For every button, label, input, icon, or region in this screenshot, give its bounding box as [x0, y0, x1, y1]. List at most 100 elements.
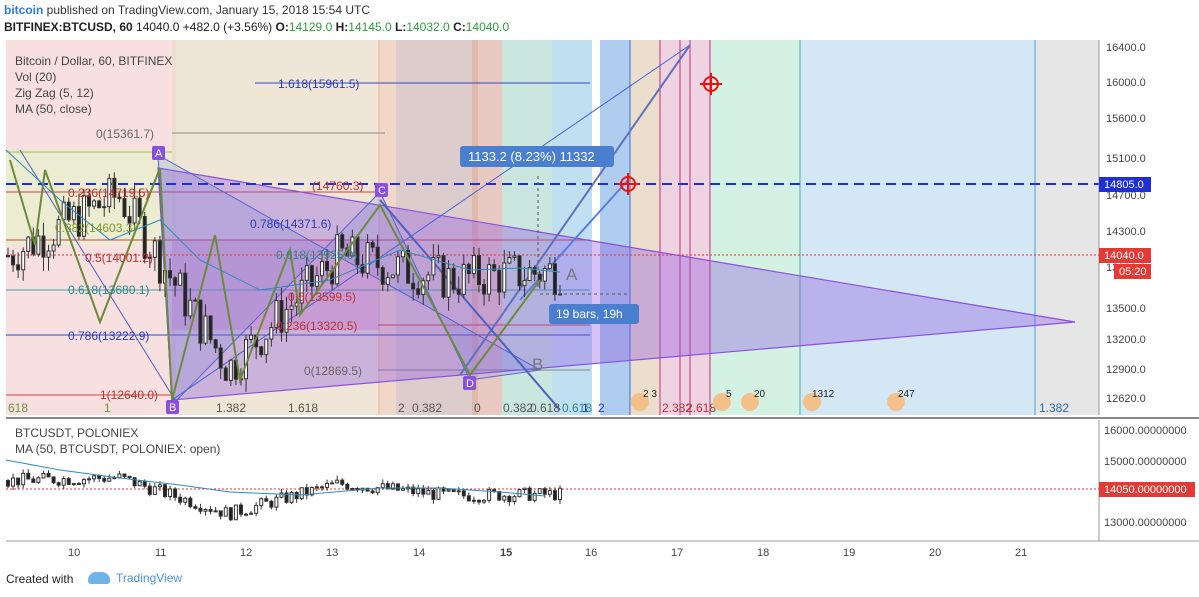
lower-candle [183, 497, 188, 503]
author-link[interactable]: bitcoin [4, 3, 44, 17]
lower-candle [157, 484, 162, 488]
legend-ma[interactable]: MA (50, close) [15, 102, 92, 116]
lower-candle [390, 483, 395, 490]
tradingview-link[interactable]: TradingView [88, 571, 182, 585]
lower-candle [249, 512, 254, 515]
lower-candle [304, 487, 309, 496]
fib-time-label: 0.382 [412, 401, 442, 415]
price-axis[interactable]: 16400.0 16000.0 15600.0 15100.0 14700.0 … [1098, 40, 1199, 415]
fib-label: 1.618(15961.5) [278, 77, 359, 91]
event-badge-icon[interactable] [887, 393, 905, 411]
legend-volume[interactable]: Vol (20) [15, 70, 57, 84]
lower-candle [142, 480, 147, 487]
measure-box[interactable] [460, 146, 614, 167]
lower-candle [102, 477, 107, 482]
fib-time-label: 0.618 [530, 401, 560, 415]
legend-zigzag[interactable]: Zig Zag (5, 12) [15, 86, 94, 100]
lower-candle [395, 483, 400, 491]
price-tick: 16400.0 [1106, 42, 1146, 54]
fib-time-label: 0.382 [503, 401, 533, 415]
open-label: O: [275, 20, 289, 34]
candle [340, 234, 345, 249]
event-badges[interactable]: 2 3 5 20 1312 247 [631, 389, 915, 411]
point-b: B [169, 402, 176, 414]
main-pane[interactable]: 1.618(15961.5) 0(15361.7) 0.236(14719.5)… [5, 40, 1099, 415]
lower-pane[interactable]: 16000.00000000 15000.00000000 14000.0000… [5, 420, 1199, 541]
candle [183, 272, 188, 317]
lower-candle [228, 507, 233, 521]
lower-candle [41, 472, 46, 479]
time-axis[interactable]: 10 11 12 13 14 15 16 17 18 19 20 21 [6, 540, 1199, 559]
candle [259, 346, 264, 356]
candle [426, 274, 431, 282]
candle [547, 263, 552, 270]
lower-candle [254, 504, 259, 514]
time-tick: 20 [929, 547, 941, 559]
time-tick: 19 [843, 547, 855, 559]
event-badge-icon[interactable] [631, 393, 649, 411]
point-c-badge[interactable] [375, 183, 388, 197]
symbol-line: BITFINEX:BTCUSD, 60 14040.0 +482.0 (+3.5… [4, 20, 509, 34]
fib-label: 0.382(14603.3) [55, 221, 136, 235]
price-tick: 12620.0 [1106, 393, 1146, 405]
tradingview-logo-icon [88, 572, 110, 584]
trend-line[interactable] [171, 44, 691, 401]
lower-candle [71, 483, 76, 486]
lower-candle [314, 486, 319, 489]
candle [289, 305, 294, 310]
target-marker[interactable] [700, 73, 722, 95]
candle [309, 265, 314, 287]
event-badge: 247 [898, 389, 915, 400]
event-badge-icon[interactable] [803, 393, 821, 411]
footer: Created with TradingView [0, 566, 1199, 597]
fib-time-label: 1 [104, 401, 111, 415]
target-marker[interactable] [617, 173, 639, 195]
price-tag-time [1114, 264, 1151, 279]
symbol: BITFINEX:BTCUSD, 60 [4, 20, 133, 34]
point-d-badge[interactable] [463, 376, 476, 390]
lower-candle [522, 487, 527, 491]
lower-moving-average [5, 459, 546, 497]
point-a-badge[interactable] [152, 146, 165, 160]
candle [203, 315, 208, 344]
lower-candle [512, 496, 517, 503]
candle [81, 195, 86, 237]
zone-blue [600, 40, 630, 415]
lower-candle [517, 489, 522, 498]
legend-symbol[interactable]: Bitcoin / Dollar, 60, BITFINEX [15, 54, 173, 68]
candle [249, 334, 254, 340]
candle [527, 267, 532, 282]
candle [512, 255, 517, 258]
trend-line[interactable] [19, 149, 176, 401]
lower-candle [238, 504, 243, 515]
event-badge-icon[interactable] [713, 393, 731, 411]
candle [482, 284, 487, 295]
lower-candle [350, 487, 355, 490]
candle [279, 300, 284, 333]
trend-line[interactable] [459, 44, 691, 376]
bars-box[interactable] [549, 304, 639, 324]
price-tag-red [1099, 248, 1151, 263]
event-badge-icon[interactable] [741, 393, 759, 411]
lower-candle [173, 488, 178, 498]
lower-candle [309, 486, 314, 496]
lower-candle [340, 479, 345, 485]
candle [360, 264, 365, 274]
fib-label: 0.618(13680.1) [68, 283, 149, 297]
point-c: C [378, 185, 386, 197]
candle [87, 195, 92, 207]
point-markers: A B C D A B [152, 146, 578, 414]
legend-lower-ma[interactable]: MA (50, BTCUSDT, POLONIEX: open) [15, 442, 221, 456]
point-b-badge[interactable] [166, 400, 179, 414]
fib-label: 0(12869.5) [304, 364, 362, 378]
legend-lower-symbol[interactable]: BTCUSDT, POLONIEX [15, 426, 139, 440]
candle [451, 267, 456, 290]
lower-candle [456, 490, 461, 493]
lower-candle [411, 486, 416, 495]
last-price: 14040.0 [136, 20, 180, 34]
lower-candle [482, 499, 487, 503]
candle [532, 267, 537, 275]
lower-candle [537, 488, 542, 494]
chart-svg[interactable]: 1.618(15961.5) 0(15361.7) 0.236(14719.5)… [0, 0, 1199, 566]
trend-line[interactable] [379, 199, 561, 411]
